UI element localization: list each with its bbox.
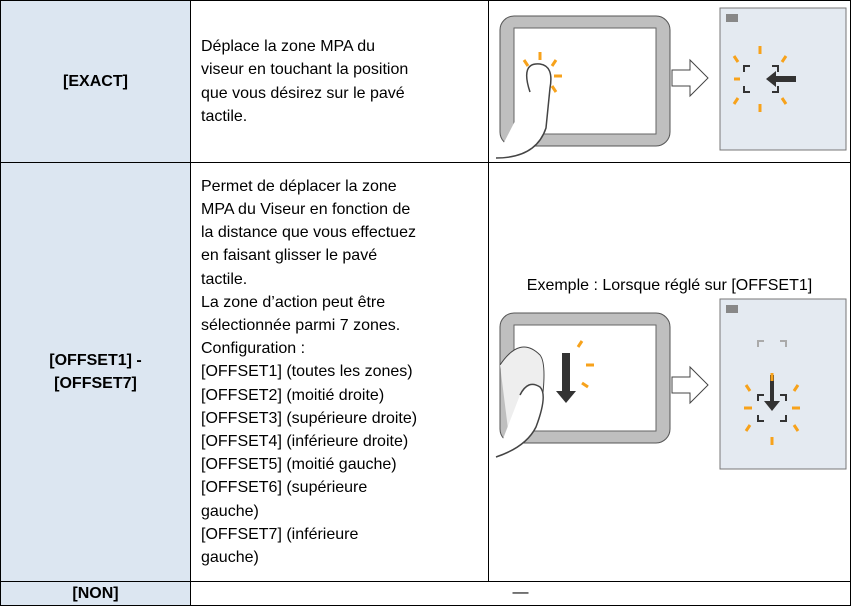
row-description: Permet de déplacer la zone MPA du Viseur …: [190, 162, 489, 582]
text-line: Permet de déplacer la zone: [201, 177, 397, 195]
text-line: [OFFSET1] (toutes les zones): [201, 363, 413, 381]
text-line: la distance que vous effectuez: [201, 224, 416, 242]
row-label: [OFFSET1] - [OFFSET7]: [0, 162, 191, 582]
row-label: [NON]: [0, 581, 191, 606]
text-line: [OFFSET4] (inférieure droite): [201, 433, 409, 450]
text-line: [NON]: [72, 585, 119, 602]
text-line: MPA du Viseur en fonction de: [201, 200, 411, 218]
text-line: tactile.: [201, 270, 248, 288]
text-line: viseur en touchant la position: [201, 61, 409, 79]
text-line: [OFFSET2] (moitié droite): [201, 386, 385, 404]
text-line: [OFFSET6] (supérieure: [201, 479, 368, 497]
text-line: Configuration :: [201, 340, 306, 358]
row-label: [EXACT]: [0, 0, 191, 163]
label-text: [NON]: [72, 582, 118, 605]
text-line: gauche): [201, 549, 259, 567]
row-value: —: [190, 581, 851, 606]
text-line: sélectionnée parmi 7 zones.: [201, 316, 401, 334]
text-line: [OFFSET7]: [54, 375, 137, 392]
text-line: que vous désirez sur le pavé: [201, 84, 405, 102]
text-line: La zone d’action peut être: [201, 293, 386, 311]
text-line: [EXACT]: [63, 73, 128, 90]
label-text: [OFFSET1] - [OFFSET7]: [49, 349, 141, 395]
text-line: [OFFSET3] (supérieure droite): [201, 409, 418, 427]
example-caption: Exemple : Lorsque réglé sur [OFFSET1]: [526, 277, 813, 294]
text-line: [OFFSET7] (inférieure: [201, 525, 359, 543]
label-text: [EXACT]: [63, 70, 128, 93]
row-description: Déplace la zone MPA du viseur en touchant…: [190, 0, 489, 163]
text-line: gauche): [201, 502, 259, 520]
text-line: tactile.: [201, 107, 248, 125]
text-line: Déplace la zone MPA du: [201, 38, 376, 56]
text-line: [OFFSET5] (moitié gauche): [201, 456, 397, 474]
text-line: [OFFSET1] -: [49, 352, 142, 369]
offset-illustration: [495, 298, 847, 470]
text-line: en faisant glisser le pavé: [201, 247, 378, 265]
exact-illustration: [495, 7, 847, 159]
